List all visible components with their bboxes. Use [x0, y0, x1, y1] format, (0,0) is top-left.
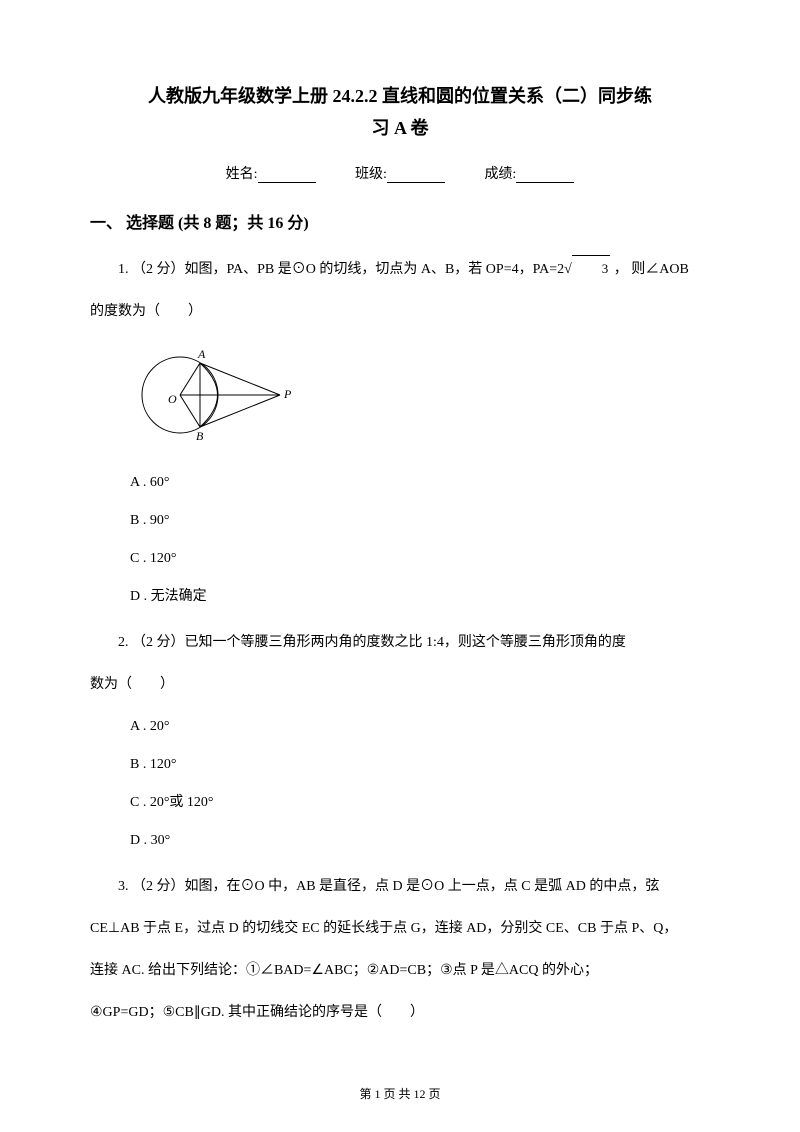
q1-option-a: A . 60° [130, 469, 710, 497]
svg-text:A: A [197, 347, 206, 361]
question-2: 2. （2 分）已知一个等腰三角形两内角的度数之比 1:4，则这个等腰三角形顶角… [90, 629, 710, 657]
q2-option-b: B . 120° [130, 751, 710, 779]
q1-line2: 的度数为（ ） [90, 298, 710, 326]
title-line-1: 人教版九年级数学上册 24.2.2 直线和圆的位置关系（二）同步练 [90, 80, 710, 112]
svg-text:B: B [196, 429, 204, 443]
question-3-line4: ④GP=GD；⑤CB∥GD. 其中正确结论的序号是（ ） [90, 999, 710, 1027]
student-info-row: 姓名: 班级: 成绩: [90, 163, 710, 183]
name-blank [258, 169, 316, 183]
svg-text:P: P [283, 387, 292, 401]
class-blank [387, 169, 445, 183]
score-label: 成绩: [484, 167, 516, 182]
q1-option-b: B . 90° [130, 507, 710, 535]
svg-text:O: O [168, 392, 177, 406]
q2-line2: 数为（ ） [90, 671, 710, 699]
q2-option-c: C . 20°或 120° [130, 789, 710, 817]
name-field: 姓名: [226, 163, 316, 183]
sqrt-symbol: √ [564, 262, 572, 277]
q1-options: A . 60° B . 90° C . 120° D . 无法确定 [130, 469, 710, 611]
question-3-line3: 连接 AC. 给出下列结论：①∠BAD=∠ABC；②AD=CB；③点 P 是△A… [90, 957, 710, 985]
section-1-header: 一、 选择题 (共 8 题；共 16 分) [90, 209, 710, 233]
name-label: 姓名: [226, 167, 258, 182]
score-blank [516, 169, 574, 183]
question-3-line2: CE⊥AB 于点 E，过点 D 的切线交 EC 的延长线于点 G，连接 AD，分… [90, 915, 710, 943]
q1-option-c: C . 120° [130, 545, 710, 573]
q2-option-a: A . 20° [130, 713, 710, 741]
title-line-2: 习 A 卷 [90, 112, 710, 144]
q1-text-post: ， 则∠AOB [610, 262, 689, 277]
q2-options: A . 20° B . 120° C . 20°或 120° D . 30° [130, 713, 710, 855]
class-field: 班级: [355, 163, 445, 183]
q1-text-pre: 1. （2 分）如图，PA、PB 是⊙O 的切线，切点为 A、B，若 OP=4，… [118, 262, 564, 277]
q1-option-d: D . 无法确定 [130, 583, 710, 611]
score-field: 成绩: [484, 163, 574, 183]
page-footer: 第 1 页 共 12 页 [0, 1085, 800, 1102]
q1-sqrt-val: 3 [572, 255, 611, 282]
q1-diagram: A O P B [130, 340, 710, 455]
question-1: 1. （2 分）如图，PA、PB 是⊙O 的切线，切点为 A、B，若 OP=4，… [90, 255, 710, 284]
document-title: 人教版九年级数学上册 24.2.2 直线和圆的位置关系（二）同步练 习 A 卷 [90, 80, 710, 145]
class-label: 班级: [355, 167, 387, 182]
q2-option-d: D . 30° [130, 827, 710, 855]
question-3-line1: 3. （2 分）如图，在⊙O 中，AB 是直径，点 D 是⊙O 上一点，点 C … [90, 873, 710, 901]
